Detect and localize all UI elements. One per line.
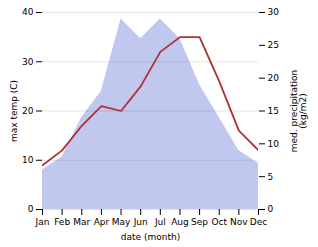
- svg-text:med. precipitation(kg/m2): med. precipitation(kg/m2): [289, 70, 308, 152]
- svg-text:20: 20: [268, 73, 280, 83]
- svg-text:Oct: Oct: [211, 217, 227, 227]
- svg-text:date (month): date (month): [121, 232, 180, 242]
- svg-text:Dec: Dec: [250, 217, 267, 227]
- svg-text:5: 5: [268, 172, 274, 182]
- svg-text:15: 15: [268, 106, 279, 116]
- svg-text:40: 40: [22, 7, 34, 17]
- svg-text:Aug: Aug: [171, 217, 189, 227]
- svg-text:10: 10: [268, 139, 280, 149]
- svg-text:20: 20: [22, 106, 34, 116]
- svg-text:0: 0: [28, 204, 34, 214]
- svg-text:May: May: [112, 217, 131, 227]
- svg-text:Nov: Nov: [230, 217, 248, 227]
- svg-text:Mar: Mar: [73, 217, 90, 227]
- svg-text:Sep: Sep: [191, 217, 208, 227]
- svg-text:max temp (C): max temp (C): [9, 80, 19, 142]
- svg-text:Jul: Jul: [154, 217, 166, 227]
- svg-text:30: 30: [22, 57, 34, 67]
- svg-text:Feb: Feb: [54, 217, 70, 227]
- svg-text:Jan: Jan: [35, 217, 50, 227]
- svg-text:0: 0: [268, 204, 274, 214]
- svg-text:30: 30: [268, 7, 280, 17]
- svg-text:10: 10: [22, 155, 34, 165]
- svg-text:25: 25: [268, 40, 279, 50]
- svg-text:Jun: Jun: [133, 217, 148, 227]
- svg-text:Apr: Apr: [94, 217, 110, 227]
